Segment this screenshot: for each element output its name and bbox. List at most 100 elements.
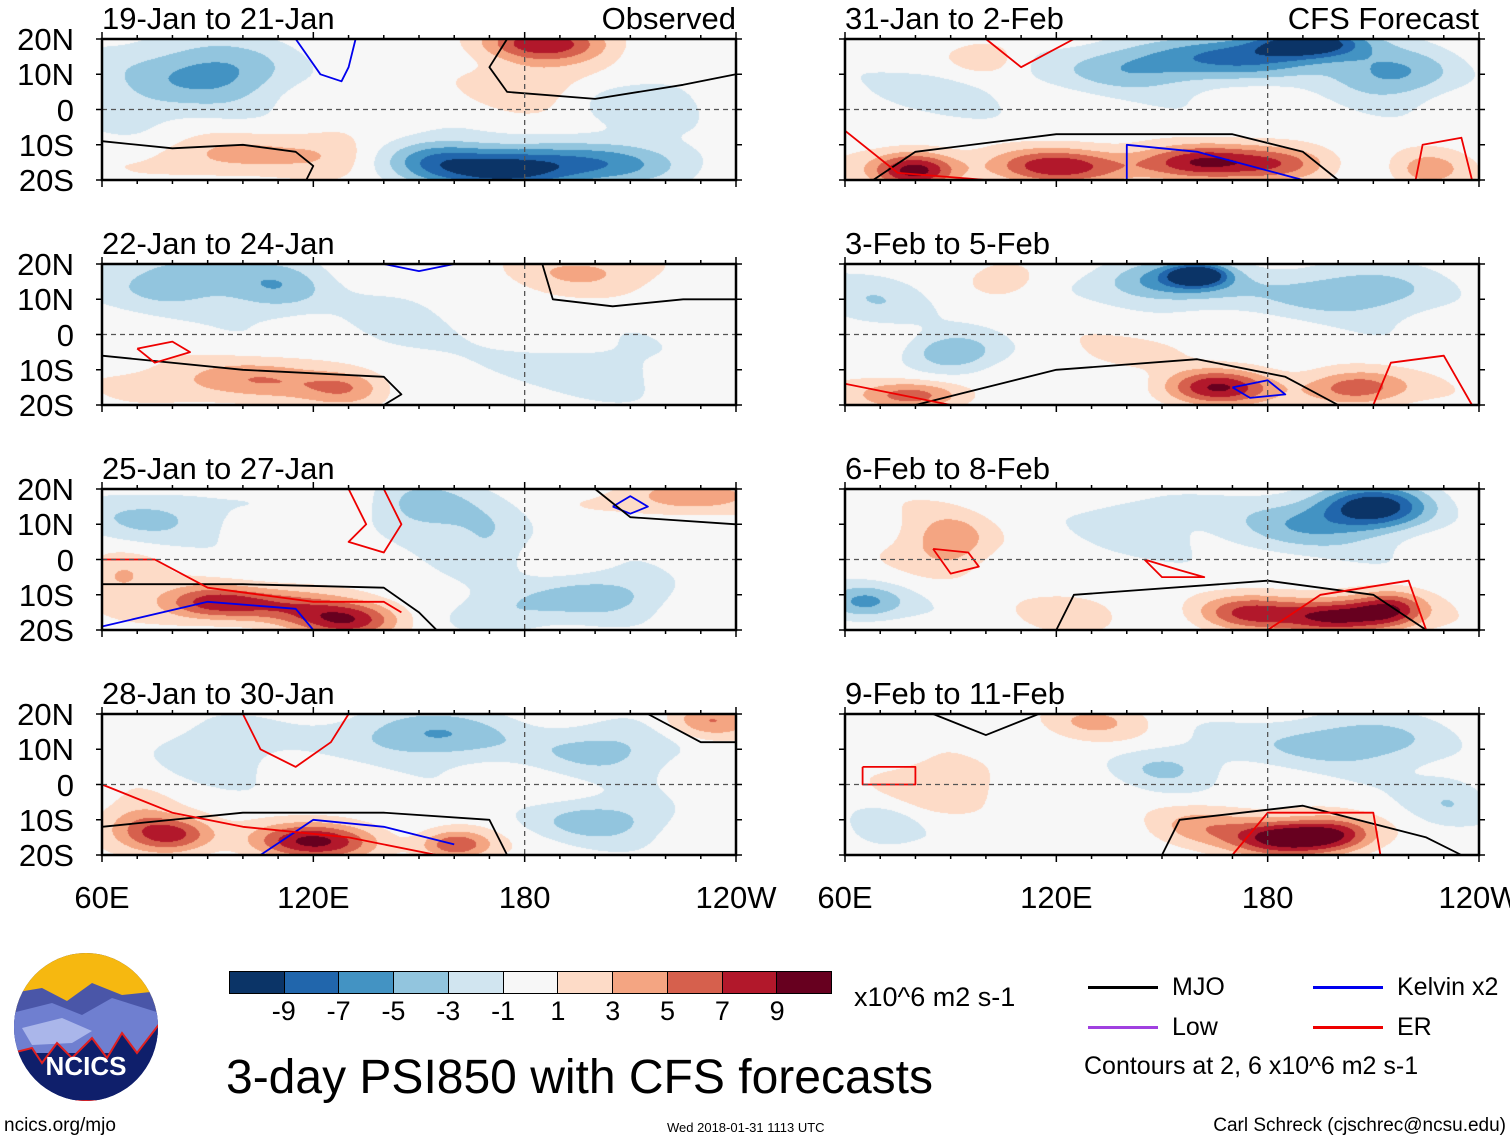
lat-tick-label: 10N [17,732,74,768]
contour-mjo [101,140,315,181]
contour-er [861,766,917,786]
lat-tick-label: 20N [17,22,74,57]
colorbar-box [502,972,558,993]
panel-overlay [96,482,742,637]
panel-overlay [839,482,1485,637]
lon-tick-label: 180 [498,880,551,915]
colorbar-box [338,972,394,993]
lat-tick-label: 0 [56,542,74,578]
panel-overlay [96,32,742,187]
colorbar-tick-label: -1 [491,996,516,1026]
legend-swatch-kelvin [1313,986,1383,989]
contour-note: Contours at 2, 6 x10^6 m2 s-1 [1084,1052,1419,1080]
contour-er [347,488,403,554]
contour-mjo [647,713,736,744]
colorbar-box [283,972,339,993]
colorbar-box [557,972,613,993]
contour-er [844,382,951,406]
contour-mjo [1055,579,1427,631]
legend-label: ER [1397,1013,1432,1041]
contour-mjo [102,583,438,631]
lat-tick-label: 10N [17,57,74,93]
contour-er [242,713,350,768]
legend-swatch-er [1313,1026,1383,1029]
legend-label: MJO [1172,973,1225,1001]
panel-title: 28-Jan to 30-Jan [102,676,335,711]
lon-tick-label: 120E [1020,880,1093,915]
panel-title: 3-Feb to 5-Feb [845,226,1051,261]
site-link[interactable]: ncics.org/mjo [4,1115,116,1136]
colorbar-tick-label: -7 [326,996,351,1026]
contour-er [136,340,191,364]
colorbar-tick-label: 3 [605,996,621,1026]
contour-mjo [541,263,736,308]
contour-mjo [101,354,403,406]
lat-tick-label: 20N [17,697,74,732]
lat-tick-label: 20S [18,838,74,873]
panel-title: 9-Feb to 11-Feb [845,676,1065,711]
lat-tick-label: 10S [18,352,74,388]
logo-graphic [14,953,158,1101]
colorbar-box [666,972,722,993]
colorbar-tick-label: -3 [436,996,461,1026]
contour-mjo [594,488,737,526]
colorbar-tick-label: 5 [660,996,676,1026]
lat-tick-label: 10S [18,802,74,838]
contour-er [1414,136,1473,181]
legend-swatch-mjo [1088,986,1158,989]
lat-tick-label: 0 [56,317,74,353]
colorbar-box [776,972,832,993]
colorbar-tick-label: 7 [714,996,730,1026]
ncics-logo: NCICS [12,953,160,1101]
lat-tick-label: 20S [18,613,74,648]
contour-er [932,548,980,575]
contour-er [1267,579,1428,631]
colorbar-tick-label: 1 [550,996,566,1026]
colorbar [229,971,832,994]
panel-title: 6-Feb to 8-Feb [845,451,1051,486]
legend-label: Kelvin x2 [1397,973,1499,1001]
author-credit: Carl Schreck (cjschrec@ncsu.edu) [1213,1115,1506,1136]
observed-label: Observed [601,1,736,36]
contour-er [1372,354,1473,406]
contour-er [985,38,1075,69]
contour-kelvin [383,263,455,272]
lat-tick-label: 10S [18,577,74,613]
contour-kelvin [1125,143,1304,181]
colorbar-box [393,972,448,993]
panel-overlay [839,257,1485,412]
panel-title: 19-Jan to 21-Jan [102,1,335,36]
contour-kelvin [1231,379,1287,399]
panel-overlay [839,32,1485,187]
contour-mjo [872,133,1339,181]
lat-tick-label: 0 [56,767,74,803]
contour-kelvin [260,818,455,856]
lon-tick-label: 120E [277,880,350,915]
colorbar-tick-label: -5 [381,996,406,1026]
panel-title: 22-Jan to 24-Jan [102,226,335,261]
lat-tick-label: 0 [56,92,74,128]
legend-label: Low [1172,1013,1218,1041]
colorbar-box [230,972,284,993]
lat-tick-label: 20N [17,472,74,507]
contour-er [102,558,402,614]
contour-er [844,129,986,181]
logo-text: NCICS [45,1051,127,1081]
lat-tick-label: 20S [18,388,74,423]
panel-title: 25-Jan to 27-Jan [102,451,335,486]
timestamp: Wed 2018-01-31 1113 UTC [667,1120,825,1135]
colorbar-box [612,972,667,993]
figure-title: 3-day PSI850 with CFS forecasts [226,1051,933,1104]
contour-er [1231,811,1382,856]
lat-tick-label: 10N [17,507,74,543]
contour-er [101,783,437,856]
colorbar-box [447,972,503,993]
lat-tick-label: 20N [17,247,74,282]
colorbar-box [721,972,777,993]
lon-tick-label: 60E [817,880,873,915]
contour-mjo [488,38,737,100]
contour-kelvin [612,495,649,515]
lat-tick-label: 10S [18,127,74,163]
colorbar-units: x10^6 m2 s-1 [854,982,1016,1012]
lon-tick-label: 180 [1241,880,1294,915]
